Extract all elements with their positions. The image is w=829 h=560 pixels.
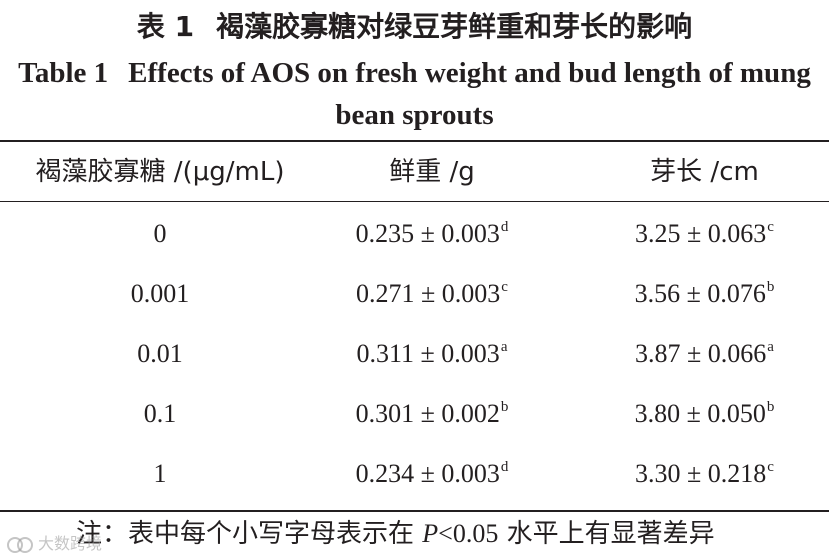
header-fresh-weight: 鲜重 /g xyxy=(389,157,475,187)
table-label-english: Table 1 xyxy=(18,57,109,89)
table-row: 0.001 0.271 ± 0.003c 3.56 ± 0.076b xyxy=(0,264,829,324)
table-footnote: 注：表中每个小写字母表示在 P<0.05 水平上有显著差异 xyxy=(76,514,715,554)
cell-concentration: 0.01 xyxy=(137,339,183,368)
table-header-rule xyxy=(0,201,829,202)
p-value-threshold: <0.05 xyxy=(438,519,499,548)
footnote-suffix: 水平上有显著差异 xyxy=(498,519,715,549)
cell-concentration: 1 xyxy=(153,459,167,488)
p-value-symbol: P xyxy=(422,519,439,548)
significance-letter: d xyxy=(500,219,509,235)
table-caption-english: Effects of AOS on fresh weight and bud l… xyxy=(128,57,811,131)
table-title-english: Table 1 Effects of AOS on fresh weight an… xyxy=(0,52,829,136)
significance-letter: d xyxy=(500,459,509,475)
table-row: 0.1 0.301 ± 0.002b 3.80 ± 0.050b xyxy=(0,384,829,444)
cell-fresh-weight: 0.311 ± 0.003a xyxy=(356,339,508,368)
cell-fresh-weight: 0.235 ± 0.003d xyxy=(355,219,509,248)
cell-bud-length: 3.56 ± 0.076b xyxy=(634,279,775,308)
table-caption-chinese: 褐藻胶寡糖对绿豆芽鲜重和芽长的影响 xyxy=(216,10,693,43)
cell-concentration: 0 xyxy=(153,219,167,248)
cell-concentration: 0.1 xyxy=(143,399,177,428)
significance-letter: b xyxy=(766,279,775,295)
watermark-logo-icon xyxy=(7,536,33,553)
cell-bud-length: 3.30 ± 0.218c xyxy=(635,459,774,488)
table-row: 0 0.235 ± 0.003d 3.25 ± 0.063c xyxy=(0,204,829,264)
table-title-chinese: 表 1 褐藻胶寡糖对绿豆芽鲜重和芽长的影响 xyxy=(0,8,829,46)
table-row: 0.01 0.311 ± 0.003a 3.87 ± 0.066a xyxy=(0,324,829,384)
cell-bud-length: 3.80 ± 0.050b xyxy=(634,399,775,428)
table-bottom-rule xyxy=(0,510,829,512)
cell-fresh-weight: 0.271 ± 0.003c xyxy=(356,279,508,308)
table-label-chinese: 表 1 xyxy=(136,10,195,43)
footnote-prefix: 注：表中每个小写字母表示在 xyxy=(76,519,423,549)
significance-letter: a xyxy=(500,339,508,355)
watermark-text: 大数跨境 xyxy=(38,534,103,553)
significance-letter: b xyxy=(500,399,509,415)
significance-letter: b xyxy=(766,399,775,415)
significance-letter: c xyxy=(767,219,774,235)
significance-letter: a xyxy=(767,339,774,355)
significance-letter: c xyxy=(767,459,774,475)
cell-fresh-weight: 0.301 ± 0.002b xyxy=(355,399,509,428)
significance-letter: c xyxy=(501,279,508,295)
table-row: 1 0.234 ± 0.003d 3.30 ± 0.218c xyxy=(0,444,829,504)
cell-bud-length: 3.25 ± 0.063c xyxy=(635,219,774,248)
watermark: 大数跨境 xyxy=(6,532,102,556)
table-top-rule xyxy=(0,140,829,142)
cell-fresh-weight: 0.234 ± 0.003d xyxy=(355,459,509,488)
header-concentration: 褐藻胶寡糖 /(μg/mL) xyxy=(35,157,285,187)
cell-concentration: 0.001 xyxy=(130,279,190,308)
header-bud-length: 芽长 /cm xyxy=(650,157,759,187)
cell-bud-length: 3.87 ± 0.066a xyxy=(635,339,774,368)
